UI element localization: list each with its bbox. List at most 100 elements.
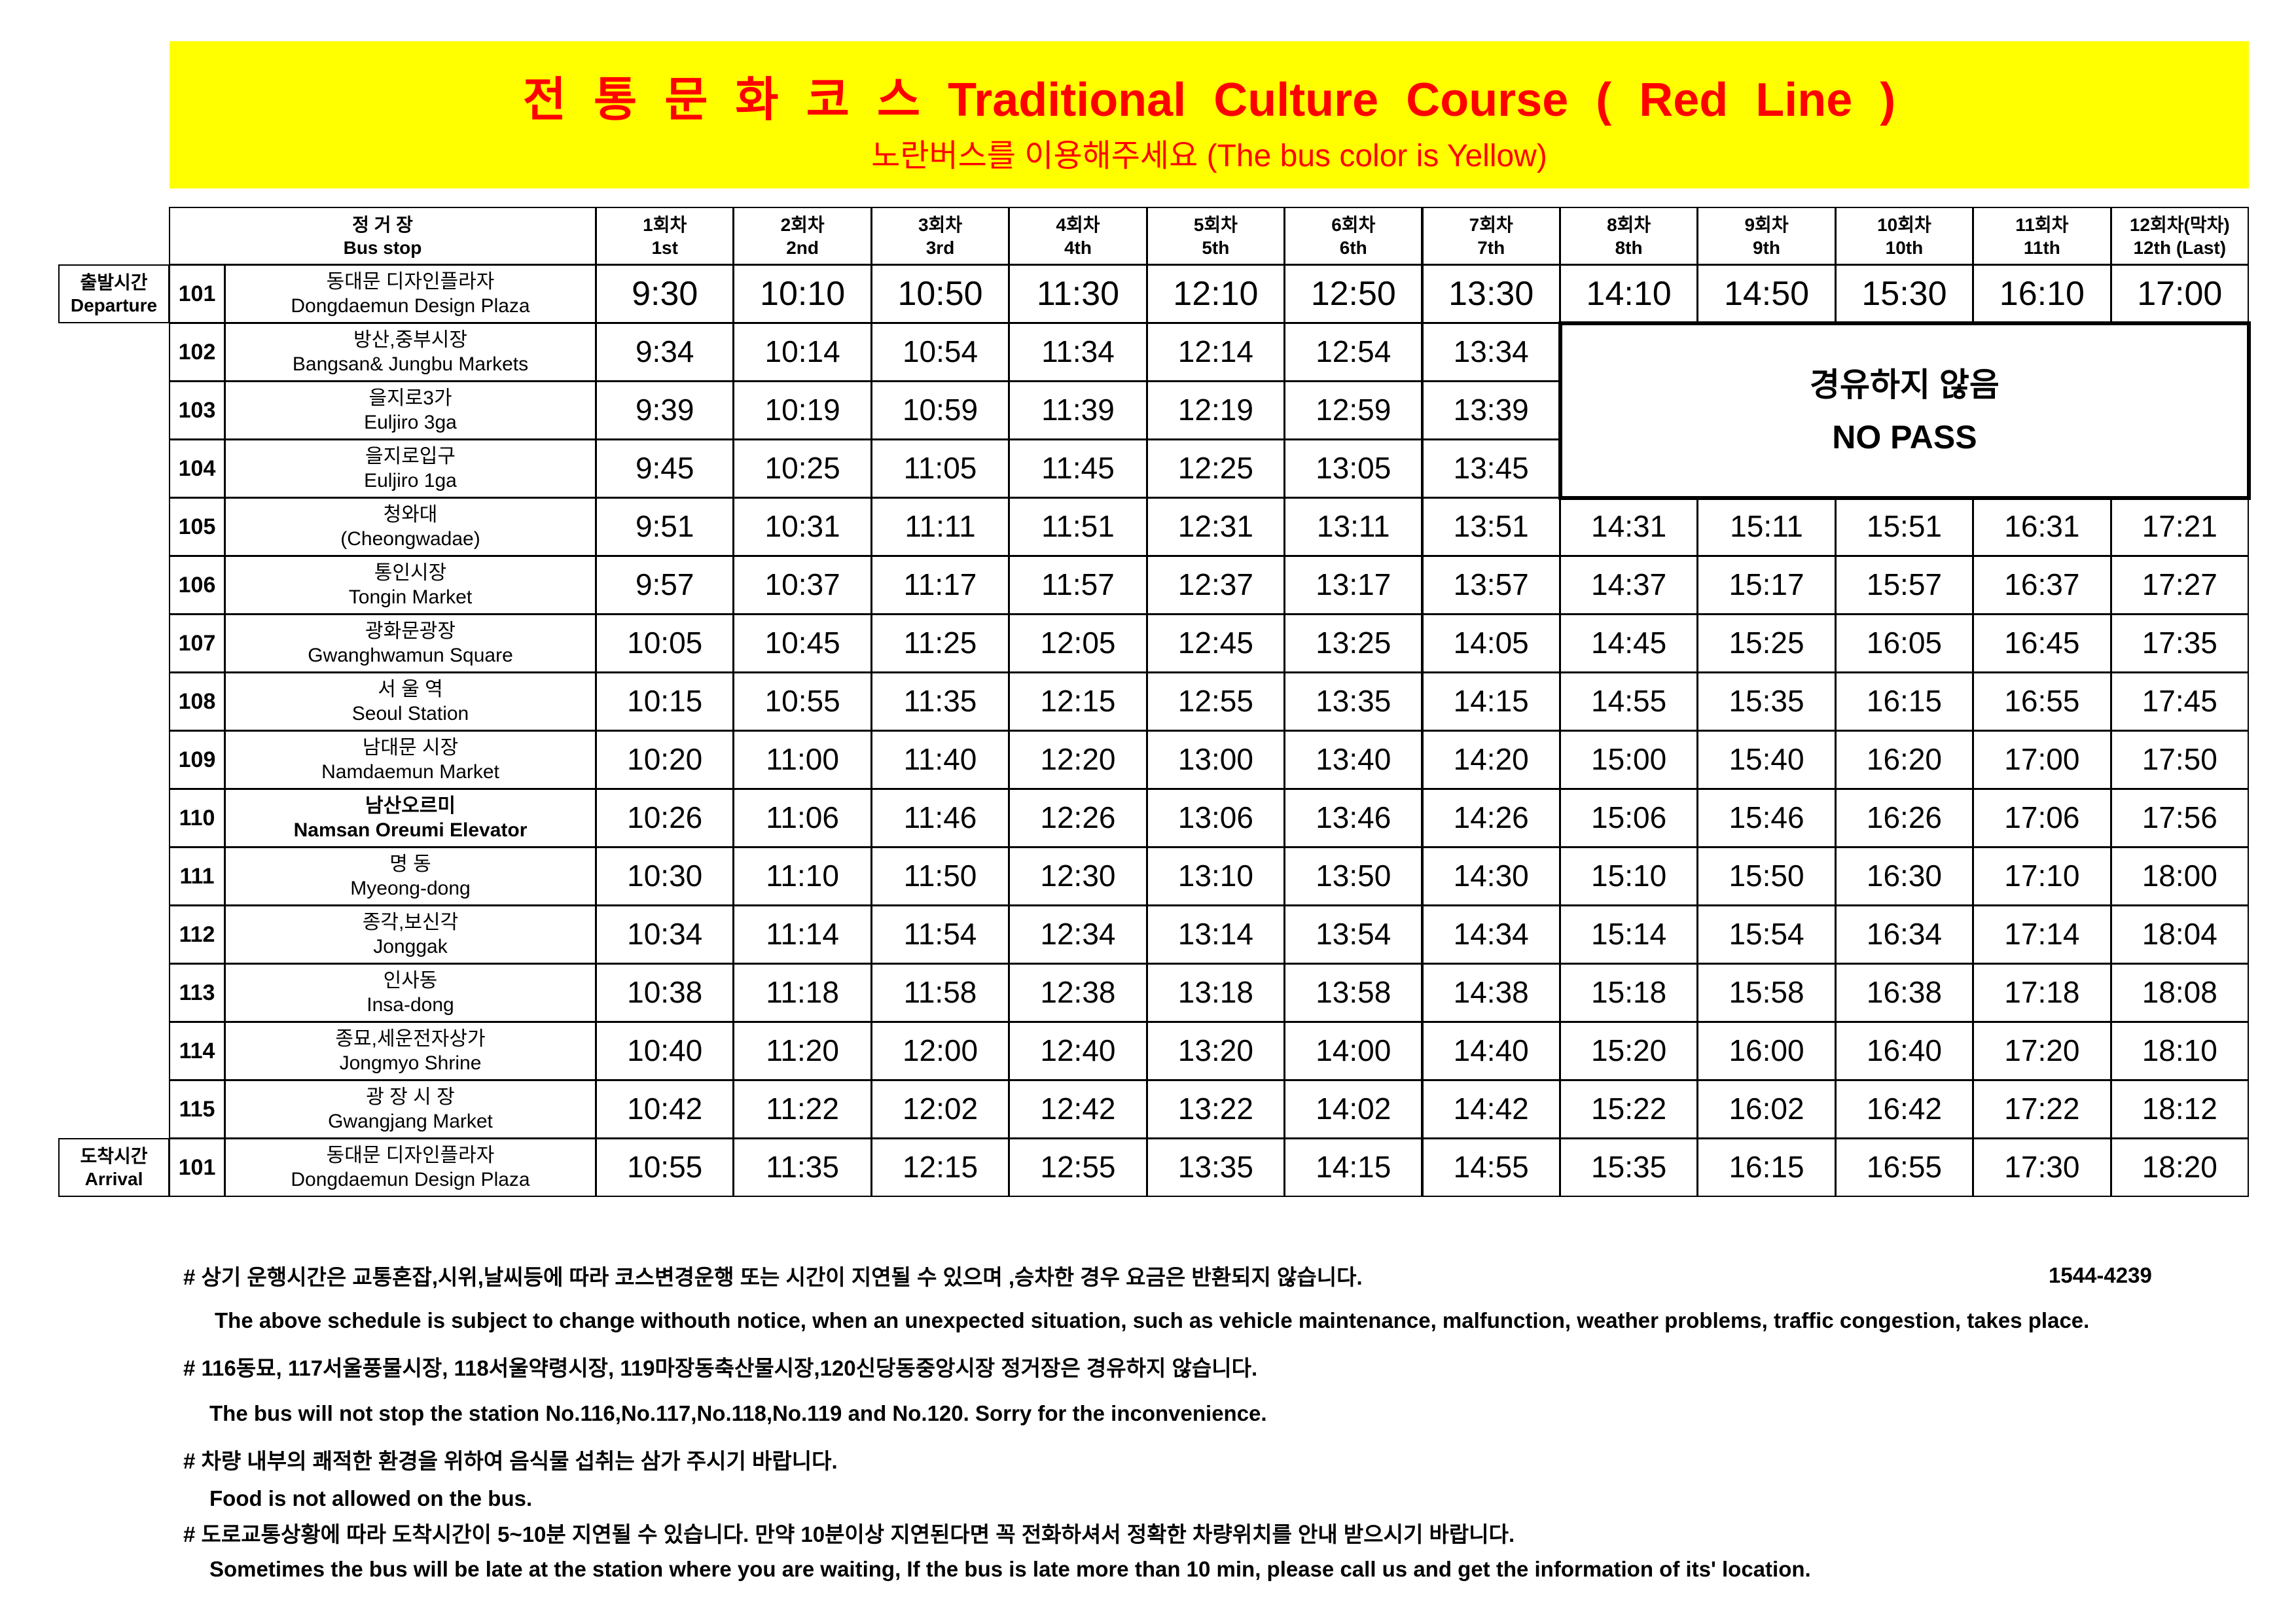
time-cell: 11:11: [870, 497, 1010, 556]
departure-time: 16:40: [1866, 1033, 1943, 1068]
time-cell: 13:51: [1422, 497, 1560, 556]
stop-name-en: Dongdaemun Design Plaza: [291, 295, 530, 317]
time-cell: 11:30: [1009, 264, 1147, 323]
time-cell: 9:39: [596, 381, 734, 440]
time-cell: 17:18: [1973, 963, 2111, 1022]
time-cell: 11:40: [870, 730, 1010, 789]
time-cell: 16:02: [1697, 1080, 1836, 1139]
departure-time: 12:40: [1040, 1033, 1116, 1068]
time-cell: 13:39: [1422, 381, 1560, 440]
time-cell: 13:57: [1422, 556, 1560, 615]
time-cell: 14:15: [1422, 672, 1560, 731]
time-cell: 13:05: [1284, 439, 1423, 498]
departure-time: 16:34: [1866, 917, 1943, 952]
trip-header: 12회차(막차) 12th (Last): [2110, 207, 2249, 265]
departure-time: 12:15: [1040, 684, 1116, 719]
time-cell: 16:26: [1835, 789, 1974, 847]
departure-time: 16:20: [1866, 742, 1943, 777]
time-cell: 11:05: [870, 439, 1010, 498]
time-cell: 10:15: [596, 672, 734, 731]
trip-header: 5회차 5th: [1146, 207, 1285, 265]
time-cell: 14:42: [1422, 1080, 1560, 1139]
time-cell: 14:37: [1559, 556, 1698, 615]
departure-time: 14:38: [1453, 975, 1529, 1010]
trip-header-ko: 11회차: [2015, 214, 2069, 235]
time-cell: 10:59: [870, 381, 1010, 440]
stop-number: 101: [169, 264, 225, 323]
time-cell: 12:05: [1009, 614, 1147, 673]
departure-time: 14:15: [1316, 1150, 1391, 1185]
departure-time: 18:00: [2142, 859, 2217, 893]
departure-time: 10:15: [627, 684, 703, 719]
departure-time: 14:05: [1453, 626, 1529, 660]
time-cell: 11:34: [1009, 323, 1147, 382]
departure-time: 13:35: [1316, 684, 1391, 719]
time-cell: 15:35: [1697, 672, 1836, 731]
stop-name: 통인시장 Tongin Market: [224, 556, 596, 615]
time-cell: 14:26: [1422, 789, 1560, 847]
time-cell: 12:42: [1009, 1080, 1147, 1139]
time-cell: 13:25: [1284, 614, 1423, 673]
departure-time: 11:57: [1041, 567, 1115, 602]
departure-time: 15:25: [1729, 626, 1804, 660]
no-pass-en: NO PASS: [1832, 418, 1977, 455]
departure-time: 14:42: [1453, 1092, 1529, 1126]
time-cell: 9:51: [596, 497, 734, 556]
time-cell: 11:39: [1009, 381, 1147, 440]
departure-time: 15:46: [1729, 800, 1804, 835]
time-cell: 10:45: [733, 614, 872, 673]
arrival-en: Arrival: [84, 1169, 143, 1189]
time-cell: 17:20: [1973, 1022, 2111, 1080]
stop-name-ko: 방산,중부시장: [353, 329, 467, 351]
departure-time: 12:38: [1040, 975, 1116, 1010]
note-line: The bus will not stop the station No.116…: [209, 1401, 1267, 1425]
trip-header-ko: 3회차: [918, 214, 963, 235]
time-cell: 16:15: [1697, 1138, 1836, 1197]
stop-number: 110: [169, 789, 225, 847]
departure-time: 17:45: [2142, 684, 2217, 719]
departure-time: 12:14: [1177, 334, 1253, 369]
departure-time: 10:45: [764, 626, 840, 660]
departure-time: 14:15: [1453, 684, 1529, 719]
time-cell: 10:40: [596, 1022, 734, 1080]
time-cell: 15:10: [1559, 847, 1698, 906]
departure-time: 11:35: [903, 684, 977, 719]
departure-time: 15:54: [1729, 917, 1804, 952]
departure-time: 9:45: [635, 451, 694, 486]
time-cell: 11:58: [870, 963, 1010, 1022]
time-cell: 16:00: [1697, 1022, 1836, 1080]
departure-time: 17:50: [2142, 742, 2217, 777]
time-cell: 10:37: [733, 556, 872, 615]
time-cell: 11:50: [870, 847, 1010, 906]
departure-time: 10:42: [627, 1092, 703, 1126]
time-cell: 13:17: [1284, 556, 1423, 615]
time-cell: 10:55: [596, 1138, 734, 1197]
time-cell: 11:57: [1009, 556, 1147, 615]
departure-time: 11:35: [766, 1150, 839, 1185]
time-cell: 11:17: [870, 556, 1010, 615]
time-cell: 16:20: [1835, 730, 1974, 789]
stop-name: 서 울 역 Seoul Station: [224, 672, 596, 731]
departure-time: 12:30: [1040, 859, 1116, 893]
no-pass-box: 경유하지 않음 NO PASS: [1558, 321, 2251, 500]
stop-number: 108: [178, 688, 216, 714]
stop-name-en: Insa-dong: [367, 994, 454, 1016]
stop-name-en: Gwanghwamun Square: [308, 645, 513, 666]
time-cell: 12:26: [1009, 789, 1147, 847]
departure-en: Departure: [70, 295, 158, 315]
time-cell: 13:46: [1284, 789, 1423, 847]
stop-number: 114: [169, 1022, 225, 1080]
time-cell: 17:10: [1973, 847, 2111, 906]
stop-number: 108: [169, 672, 225, 731]
departure-time: 11:25: [903, 626, 977, 660]
time-cell: 15:18: [1559, 963, 1698, 1022]
departure-time: 17:21: [2142, 509, 2217, 544]
time-cell: 12:45: [1146, 614, 1285, 673]
time-cell: 18:10: [2110, 1022, 2249, 1080]
stop-number: 106: [169, 556, 225, 615]
trip-header-en: 12th (Last): [2133, 237, 2227, 258]
time-cell: 13:35: [1284, 672, 1423, 731]
departure-time: 10:25: [764, 451, 840, 486]
departure-time: 17:30: [2004, 1150, 2080, 1185]
stop-number: 109: [178, 747, 216, 772]
